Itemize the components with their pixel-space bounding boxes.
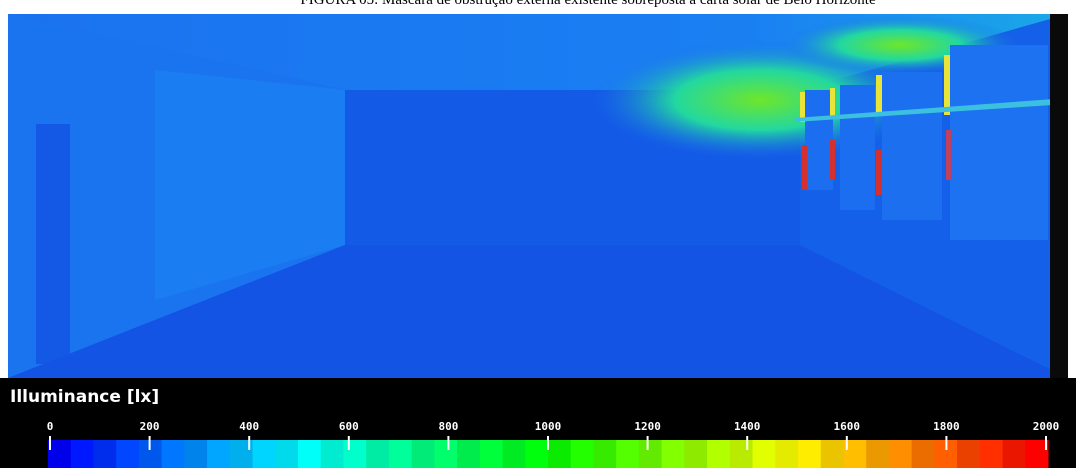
color-step: [798, 440, 821, 468]
tick-label: 1000: [535, 420, 562, 433]
color-step: [48, 440, 71, 468]
color-step: [866, 440, 889, 468]
color-step: [980, 440, 1003, 468]
tick-label: 0: [47, 420, 54, 433]
door: [36, 124, 70, 364]
color-step: [457, 440, 480, 468]
color-step: [253, 440, 276, 468]
color-step: [571, 440, 594, 468]
color-step: [298, 440, 321, 468]
tick-label: 1200: [634, 420, 661, 433]
color-step: [775, 440, 798, 468]
color-step: [753, 440, 776, 468]
tick-label: 1800: [933, 420, 960, 433]
color-step: [412, 440, 435, 468]
color-step: [730, 440, 753, 468]
color-step: [116, 440, 139, 468]
color-step: [593, 440, 616, 468]
caption: FIGURA 05: Máscara de obstrução externa …: [300, 0, 876, 8]
color-step: [434, 440, 457, 468]
color-step: [616, 440, 639, 468]
color-step: [957, 440, 980, 468]
color-step: [93, 440, 116, 468]
color-step: [684, 440, 707, 468]
color-step: [548, 440, 571, 468]
color-step: [162, 440, 185, 468]
color-step: [889, 440, 912, 468]
tick-label: 1400: [734, 420, 761, 433]
render: [8, 14, 1068, 378]
color-step: [503, 440, 526, 468]
color-step: [321, 440, 344, 468]
legend-title: Illuminance [lx]: [10, 387, 159, 407]
color-step: [707, 440, 730, 468]
tick-label: 200: [140, 420, 160, 433]
color-step: [275, 440, 298, 468]
edge: [1050, 14, 1068, 378]
tick-label: 400: [239, 420, 259, 433]
tick-label: 1600: [834, 420, 861, 433]
color-step: [525, 440, 548, 468]
tick-label: 800: [438, 420, 458, 433]
color-step: [71, 440, 94, 468]
color-step: [389, 440, 412, 468]
color-step: [662, 440, 685, 468]
color-step: [343, 440, 366, 468]
color-step: [480, 440, 503, 468]
color-step: [184, 440, 207, 468]
page: FIGURA 05: Máscara de obstrução externa …: [0, 0, 1076, 468]
illuminance-render: FIGURA 05: Máscara de obstrução externa …: [0, 0, 1076, 468]
tick-label: 2000: [1033, 420, 1060, 433]
tick-label: 600: [339, 420, 359, 433]
color-step: [207, 440, 230, 468]
color-step: [639, 440, 662, 468]
color-step: [912, 440, 935, 468]
color-step: [821, 440, 844, 468]
color-step: [366, 440, 389, 468]
color-step: [1003, 440, 1026, 468]
